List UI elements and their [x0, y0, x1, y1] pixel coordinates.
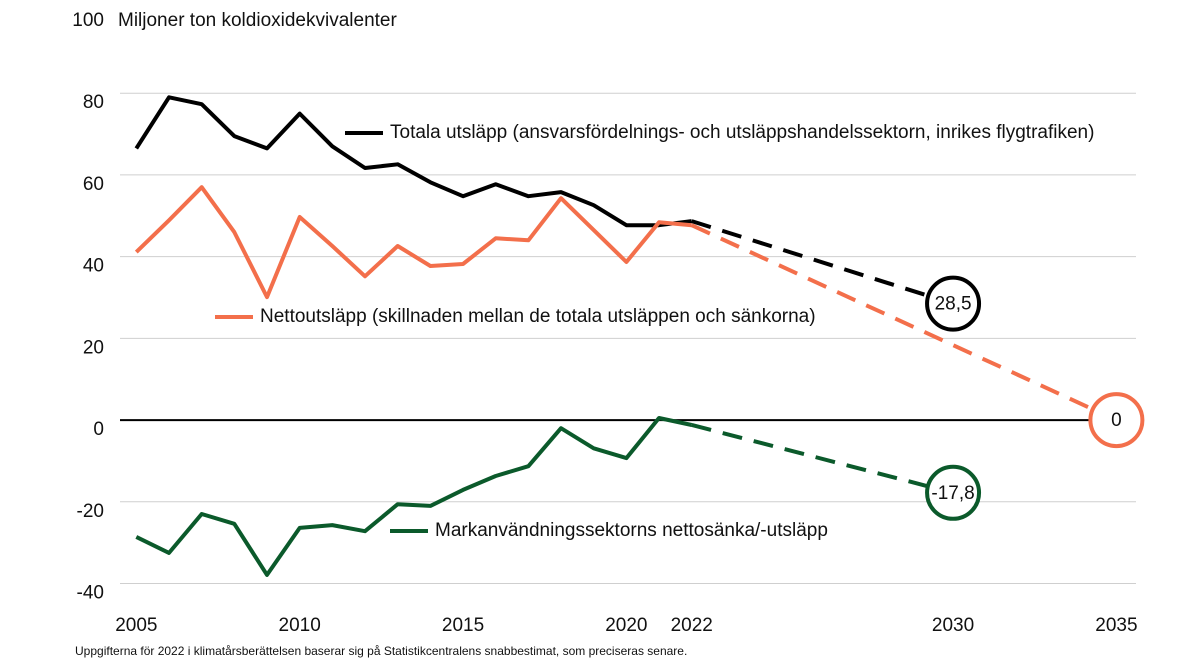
projection-marker — [1088, 392, 1145, 449]
x-tick-label: 2030 — [932, 615, 974, 636]
x-tick-label: 2005 — [115, 615, 157, 636]
projection-line — [691, 219, 929, 298]
x-tick-label: 2035 — [1095, 615, 1137, 636]
y-tick-label: 20 — [83, 337, 104, 358]
x-tick-label: 2015 — [442, 615, 484, 636]
legend-label: Markanvändningssektorns nettosänka/-utsl… — [435, 520, 828, 541]
y-tick-label: 60 — [83, 174, 104, 195]
series-line — [134, 95, 692, 228]
x-tick-label: 2022 — [671, 615, 713, 636]
y-tick-label: -20 — [77, 501, 104, 522]
x-tick-label: 2010 — [279, 615, 321, 636]
legend-label: Nettoutsläpp (skillnaden mellan de total… — [260, 306, 816, 327]
chart-title: Miljoner ton koldioxidekvivalenter — [118, 10, 397, 31]
y-tick-label: 0 — [93, 419, 104, 440]
series-line — [134, 185, 692, 300]
projection-marker — [925, 464, 982, 521]
y-tick-label: 40 — [83, 256, 104, 277]
x-tick-label: 2020 — [605, 615, 647, 636]
series-line — [135, 416, 693, 577]
projection-marker — [925, 275, 982, 332]
y-tick-label: 80 — [83, 92, 104, 113]
projection-label: 28,5 — [935, 294, 972, 315]
y-tick-label: -40 — [77, 583, 104, 604]
projection-line — [691, 423, 929, 489]
projection-label: 0 — [1111, 410, 1122, 431]
y-tick-label: 100 — [72, 10, 104, 31]
projection-line — [690, 223, 1094, 412]
projection-label: -17,8 — [931, 483, 974, 504]
footnote: Uppgifterna för 2022 i klimatårsberättel… — [75, 644, 687, 658]
legend-label: Totala utsläpp (ansvarsfördelnings- och … — [390, 122, 1094, 143]
